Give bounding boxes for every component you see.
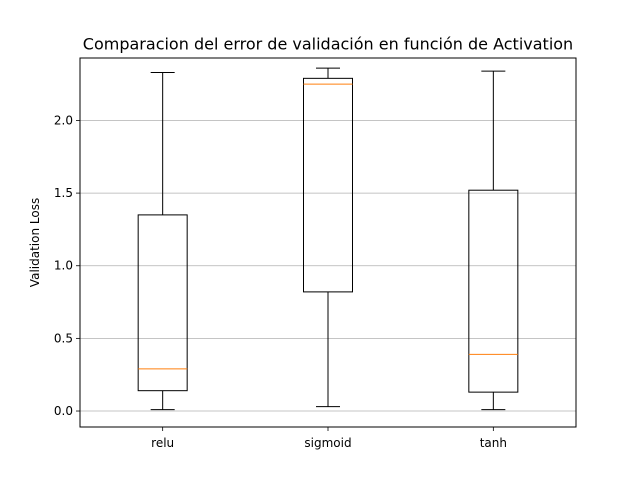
y-axis: 0.0 0.5 1.0 1.5 2.0 <box>54 113 80 418</box>
x-tick-label: tanh <box>480 436 507 450</box>
x-tick-label: relu <box>151 436 174 450</box>
box-tanh <box>468 70 519 411</box>
iqr-box <box>303 77 353 293</box>
y-tick-label: 0.5 <box>54 331 73 345</box>
box-sigmoid <box>303 67 353 408</box>
chart-title: Comparacion del error de validación en f… <box>83 35 573 54</box>
y-tick-label: 2.0 <box>54 113 73 127</box>
y-axis-label: Validation Loss <box>28 198 42 287</box>
iqr-box <box>137 214 188 392</box>
iqr-box <box>468 189 519 393</box>
box-relu <box>137 72 188 411</box>
x-axis: relu sigmoid tanh <box>151 427 507 450</box>
y-tick-label: 0.0 <box>54 404 73 418</box>
boxes-layer <box>137 67 519 411</box>
x-tick-label: sigmoid <box>304 436 351 450</box>
y-tick-label: 1.0 <box>54 259 73 273</box>
y-tick-label: 1.5 <box>54 186 73 200</box>
